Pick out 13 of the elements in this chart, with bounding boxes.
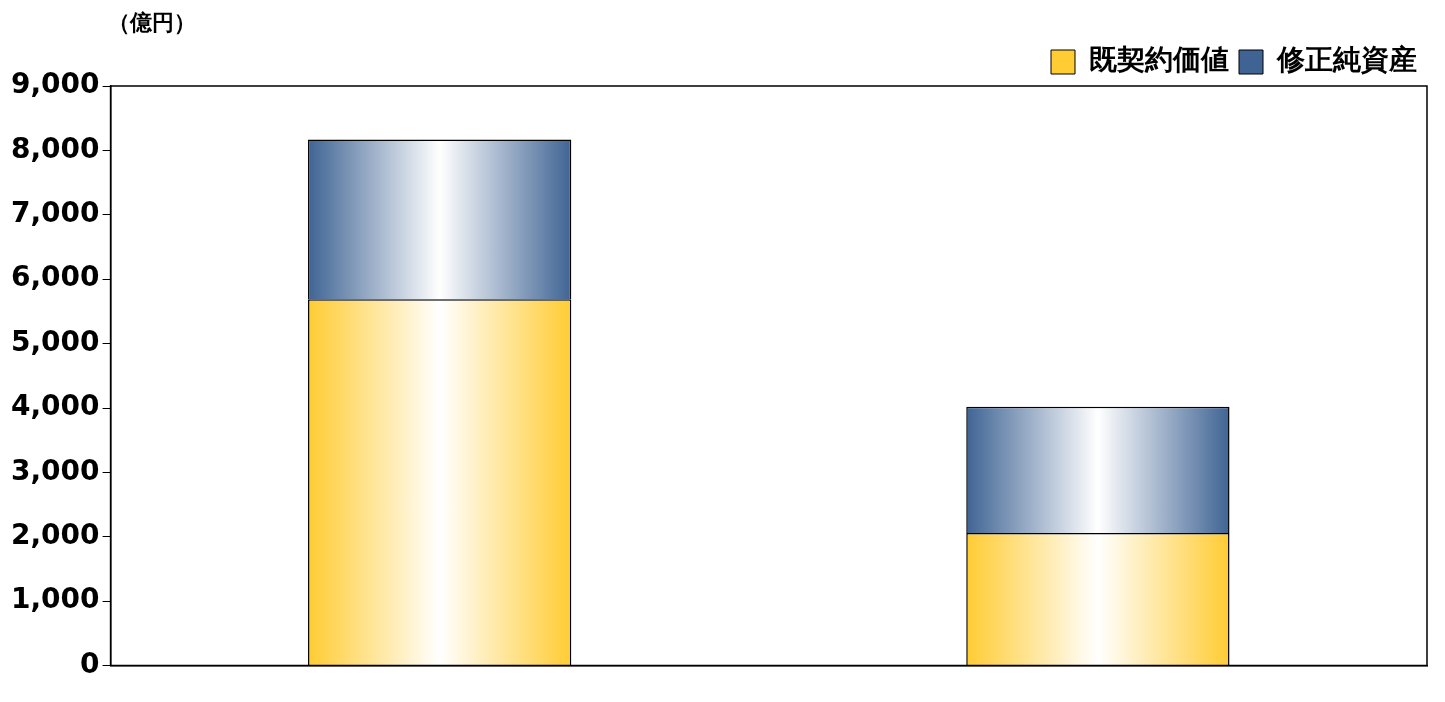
y-tick-label: 7,000 — [10, 196, 100, 230]
y-tick-label: 3,000 — [10, 453, 100, 487]
legend-label: 修正純資産 — [1276, 43, 1417, 77]
y-tick-label: 9,000 — [10, 67, 100, 101]
y-tick-label: 0 — [80, 646, 100, 680]
y-tick-label: 4,000 — [10, 389, 100, 423]
y-axis-title: （億円） — [108, 9, 196, 37]
y-tick-label: 1,000 — [10, 582, 100, 616]
y-tick-label: 6,000 — [10, 260, 100, 294]
legend-label: 既契約価値 — [1089, 43, 1229, 77]
y-tick-label: 2,000 — [10, 518, 100, 552]
y-tick-label: 5,000 — [10, 324, 100, 358]
y-tick-label: 8,000 — [10, 131, 100, 165]
